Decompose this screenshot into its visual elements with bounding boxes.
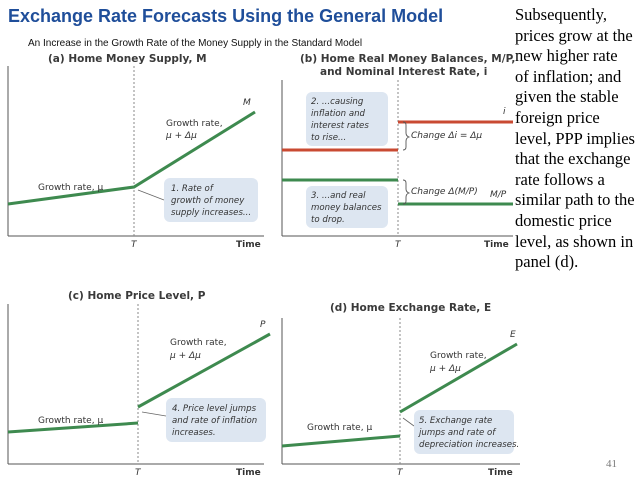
panel-b-x-label: Time	[484, 240, 509, 250]
panel-a-x-label: Time	[236, 240, 261, 250]
panel-a-callout: 1. Rate of growth of money supply increa…	[137, 178, 258, 222]
panel-a-note-line-2: growth of money	[171, 196, 245, 206]
panel-b-title-line-2: and Nominal Interest Rate, i	[320, 66, 487, 78]
panel-a-growth-after-2: μ + Δμ	[165, 131, 197, 141]
page-number: 41	[606, 458, 617, 470]
panel-c-t-label: T	[135, 468, 142, 478]
panel-d-note-line-2: jumps and rate of	[418, 428, 497, 438]
panel-c-price-before	[7, 421, 139, 434]
panel-b-label-i: i	[503, 107, 506, 117]
panel-d-growth-after-2: μ + Δμ	[429, 364, 461, 374]
panel-b-note-top-1: 2. ...causing	[311, 97, 364, 107]
panel-d-curve-label: E	[510, 330, 516, 340]
panel-b-title-line-1: (b) Home Real Money Balances, M/P,	[300, 53, 515, 65]
slide-title: Exchange Rate Forecasts Using the Genera…	[8, 6, 444, 26]
panel-c-note-line-2: and rate of inflation	[172, 416, 257, 426]
panel-d-x-label: Time	[488, 468, 513, 478]
panel-b-label-mp: M/P	[490, 190, 507, 200]
panel-d-rate-after	[399, 342, 518, 414]
panel-b-brace-i	[402, 121, 411, 151]
panel-d-note-line-3: depreciation increases.	[419, 440, 519, 450]
panel-d-growth-after-1: Growth rate,	[430, 351, 487, 361]
panel-a-note-line-3: supply increases...	[171, 208, 251, 218]
slide-subtitle: An Increase in the Growth Rate of the Mo…	[28, 38, 363, 49]
panel-b-note-top-4: to rise...	[311, 133, 346, 143]
panel-b-brace-mp	[402, 179, 411, 205]
panel-c-note-line-3: increases.	[172, 428, 216, 438]
panel-b-t-label: T	[395, 240, 402, 250]
panel-c-x-label: Time	[236, 468, 261, 478]
panel-d-t-label: T	[397, 468, 404, 478]
panel-c-growth-after-1: Growth rate,	[170, 338, 227, 348]
panel-b-callout-top: 2. ...causing inflation and interest rat…	[306, 92, 388, 146]
panel-b-change-mp: Change Δ(M/P)	[411, 187, 478, 197]
panel-b-note-bottom-3: to drop.	[311, 215, 345, 225]
panel-a-growth-after-1: Growth rate,	[166, 119, 223, 129]
panel-a-t-label: T	[131, 240, 138, 250]
panel-d-title: (d) Home Exchange Rate, E	[330, 302, 491, 314]
panel-a-note-line-1: 1. Rate of	[171, 184, 215, 194]
side-text: Subsequently, prices grow at the new hig…	[515, 5, 635, 272]
panel-b-note-bottom-2: money balances	[311, 203, 382, 213]
panel-b-change-i: Change Δi = Δμ	[411, 131, 482, 141]
panel-c-title: (c) Home Price Level, P	[68, 290, 206, 302]
panel-c-curve-label: P	[260, 320, 266, 330]
panel-b-note-top-3: interest rates	[311, 121, 369, 131]
panel-a-growth-before: Growth rate, μ	[38, 183, 103, 193]
panel-c-callout: 4. Price level jumps and rate of inflati…	[141, 398, 266, 442]
panel-a-money-supply-line	[7, 110, 256, 206]
panel-b-note-bottom-1: 3. ...and real	[311, 191, 366, 201]
panel-a-curve-label: M	[243, 98, 251, 108]
panel-c-note-line-1: 4. Price level jumps	[172, 404, 257, 414]
panel-d-rate-before	[281, 434, 401, 448]
panel-c-growth-after-2: μ + Δμ	[169, 351, 201, 361]
panel-b-callout-bottom: 3. ...and real money balances to drop.	[306, 186, 388, 228]
panel-d-note-line-1: 5. Exchange rate	[419, 416, 492, 426]
panel-d-callout: 5. Exchange rate jumps and rate of depre…	[402, 410, 519, 454]
panel-c-growth-before: Growth rate, μ	[38, 416, 103, 426]
panel-a-title: (a) Home Money Supply, M	[48, 53, 207, 65]
panel-c-price-after	[137, 332, 271, 409]
panel-b-note-top-2: inflation and	[311, 109, 366, 119]
panel-d-growth-before: Growth rate, μ	[307, 423, 372, 433]
